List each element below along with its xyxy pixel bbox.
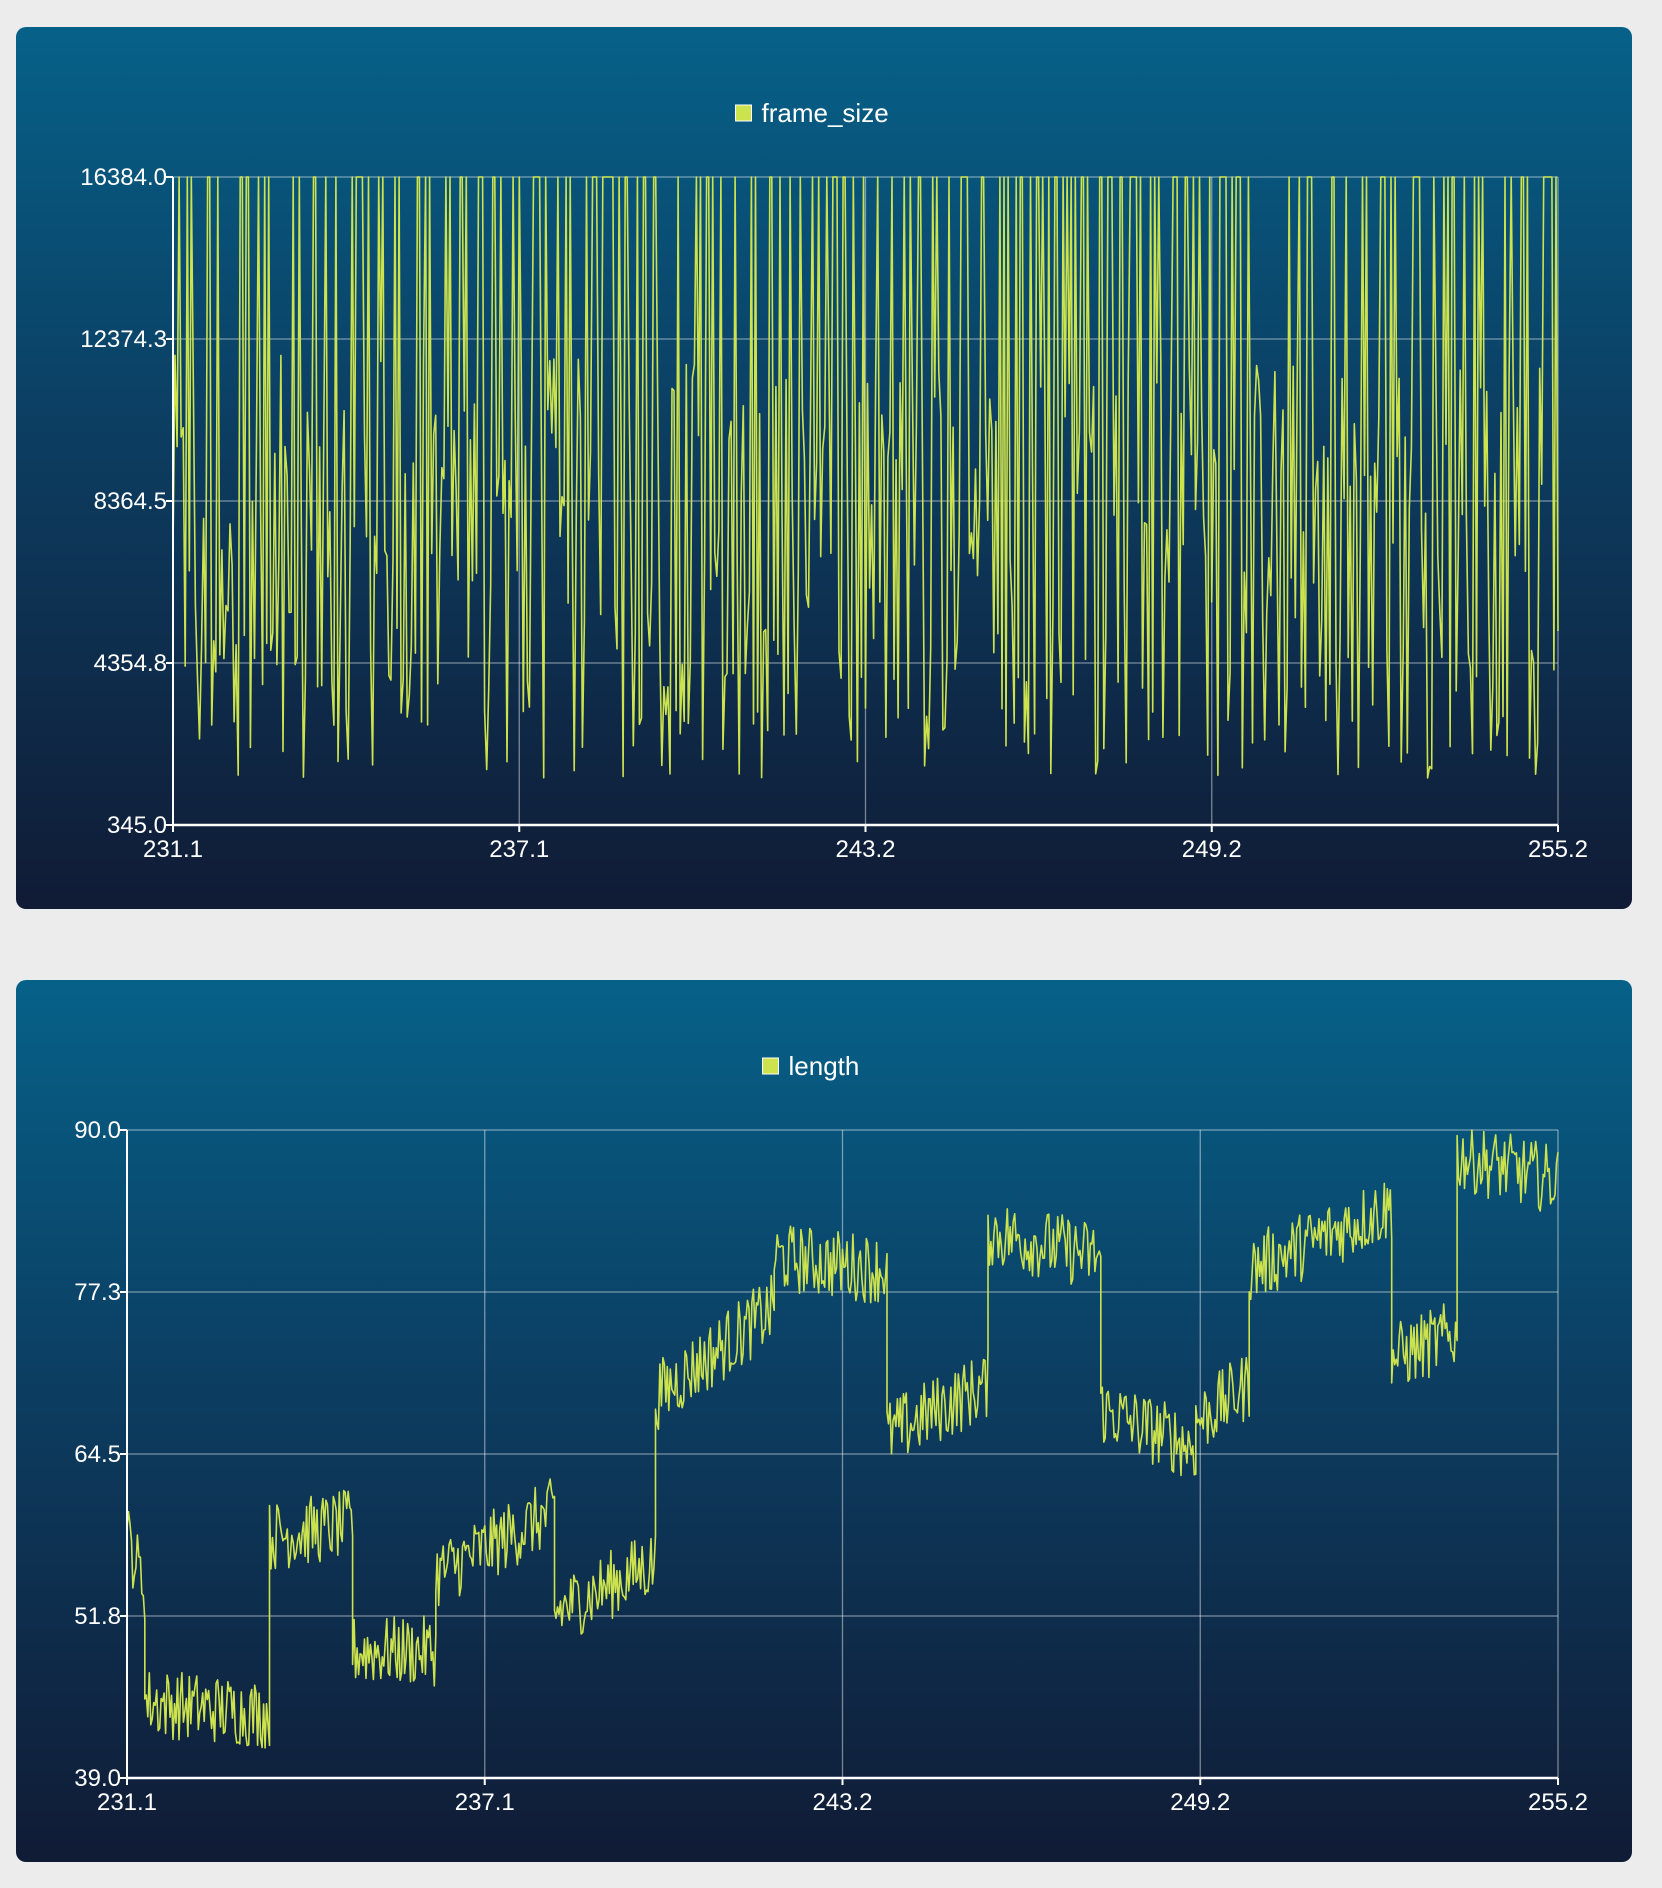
y-tick-label: 16384.0 (80, 164, 167, 191)
x-tick-label: 249.2 (1170, 1789, 1230, 1816)
y-tick-label: 39.0 (74, 1765, 121, 1792)
legend-swatch (735, 104, 752, 122)
y-tick-label: 8364.5 (94, 488, 167, 515)
frame-size-chart: 345.0 4354.8 8364.5 12374.3 16384.0 231.1 237.… (80, 98, 1588, 863)
x-tick-label: 237.1 (455, 1789, 515, 1816)
x-tick-label: 237.1 (489, 836, 549, 863)
legend-label: length (789, 1051, 860, 1081)
series-line-length (126, 1129, 1559, 1749)
y-tick-label: 4354.8 (94, 650, 167, 677)
frame-size-chart-panel: 345.0 4354.8 8364.5 12374.3 16384.0 231.1 237.… (16, 27, 1632, 909)
x-tick-label: 231.1 (143, 836, 203, 863)
x-tick-label: 255.2 (1528, 1789, 1588, 1816)
series-line-frame_size (172, 176, 1559, 779)
y-tick-label: 345.0 (107, 812, 167, 839)
legend-swatch (762, 1057, 779, 1075)
legend-label: frame_size (762, 98, 889, 128)
y-tick-label: 51.8 (74, 1603, 121, 1630)
x-tick-label: 249.2 (1182, 836, 1242, 863)
length-chart-panel: 39.0 51.8 64.5 77.3 90.0 231.1 237.1 243.2 249.2… (16, 980, 1632, 1862)
x-tick-label: 231.1 (97, 1789, 157, 1816)
x-tick-label: 243.2 (812, 1789, 872, 1816)
y-tick-label: 12374.3 (80, 326, 167, 353)
x-tick-label: 243.2 (835, 836, 895, 863)
x-tick-label: 255.2 (1528, 836, 1588, 863)
length-chart: 39.0 51.8 64.5 77.3 90.0 231.1 237.1 243.2 249.2… (74, 1051, 1588, 1816)
y-tick-label: 90.0 (74, 1117, 121, 1144)
y-tick-label: 77.3 (74, 1279, 121, 1306)
y-tick-label: 64.5 (74, 1441, 121, 1468)
